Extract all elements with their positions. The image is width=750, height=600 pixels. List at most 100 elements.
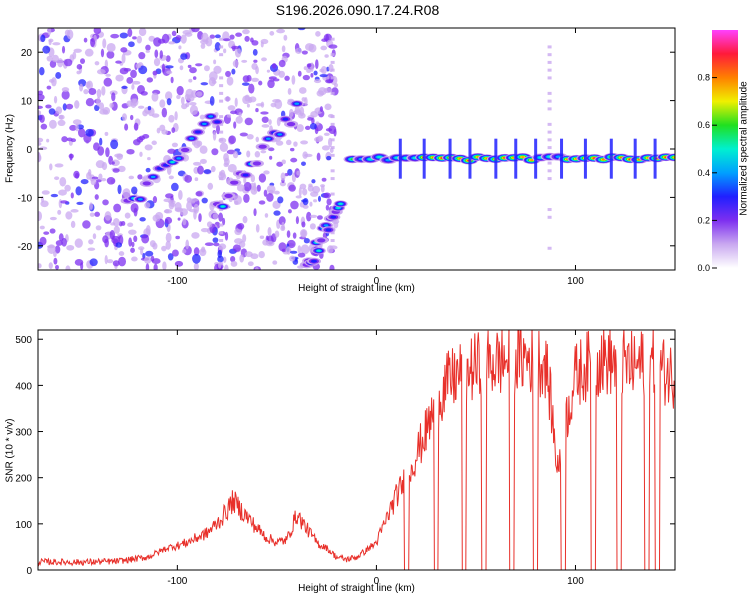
noise-cell xyxy=(165,232,172,243)
noise-cell xyxy=(328,44,338,49)
noise-cell xyxy=(115,74,124,82)
noise-cell xyxy=(276,161,284,167)
noise-cell xyxy=(324,54,329,58)
band-cell xyxy=(547,60,552,64)
signal-cell xyxy=(252,161,262,166)
signal-cell xyxy=(242,173,249,177)
noise-cell xyxy=(124,123,129,131)
noise-cell xyxy=(65,211,73,220)
noise-cell xyxy=(59,177,67,187)
noise-cell xyxy=(267,227,272,237)
noise-cell xyxy=(79,83,84,92)
signal-cell xyxy=(170,161,175,163)
noise-cell xyxy=(94,211,101,217)
noise-cell xyxy=(193,247,200,256)
noise-cell xyxy=(50,193,59,198)
noise-cell xyxy=(243,181,252,192)
noise-cell xyxy=(313,199,318,203)
noise-cell xyxy=(73,170,80,179)
noise-cell xyxy=(53,95,58,104)
noise-cell xyxy=(313,70,318,76)
noise-cell xyxy=(85,98,95,107)
noise-cell xyxy=(49,216,57,221)
noise-cell xyxy=(131,80,141,85)
noise-cell xyxy=(74,100,80,109)
noise-cell xyxy=(55,71,62,79)
noise-cell xyxy=(70,138,77,143)
noise-cell xyxy=(82,220,91,229)
noise-cell xyxy=(54,245,61,254)
snr-y-tick-label: 100 xyxy=(15,520,32,531)
noise-cell xyxy=(248,83,255,94)
noise-cell xyxy=(274,137,281,142)
noise-cell xyxy=(99,109,109,115)
noise-cell xyxy=(180,34,187,44)
noise-cell xyxy=(270,102,277,108)
band-cell xyxy=(330,231,335,235)
noise-cell xyxy=(285,139,292,146)
noise-cell xyxy=(218,212,224,222)
noise-cell xyxy=(242,29,250,35)
noise-cell xyxy=(199,158,207,164)
band-cell xyxy=(330,146,335,150)
signal-cell xyxy=(142,181,151,186)
noise-cell xyxy=(214,42,221,51)
band-cell xyxy=(219,177,224,181)
band-cell xyxy=(547,138,552,142)
signal-cell xyxy=(189,137,194,140)
noise-cell xyxy=(54,163,64,168)
noise-cell xyxy=(196,140,203,147)
noise-cell xyxy=(181,249,187,254)
noise-cell xyxy=(58,114,65,120)
noise-cell xyxy=(175,35,182,41)
band-cell xyxy=(330,138,335,142)
noise-cell xyxy=(211,80,217,85)
noise-cell xyxy=(152,242,158,250)
noise-cell xyxy=(112,260,120,267)
noise-cell xyxy=(236,184,245,192)
noise-cell xyxy=(85,128,94,137)
noise-cell xyxy=(246,103,250,108)
streak-cell xyxy=(560,138,564,179)
noise-cell xyxy=(290,157,298,163)
noise-cell xyxy=(165,240,171,250)
signal-cell xyxy=(258,144,267,149)
noise-cell xyxy=(161,33,170,44)
noise-cell xyxy=(239,254,245,263)
band-cell xyxy=(330,239,335,243)
noise-cell xyxy=(255,224,260,233)
streak-cell xyxy=(534,138,538,179)
noise-cell xyxy=(171,30,177,37)
noise-cell xyxy=(252,49,258,56)
noise-cell xyxy=(145,225,151,235)
noise-cell xyxy=(54,176,60,181)
noise-cell xyxy=(317,215,323,220)
noise-cell xyxy=(38,263,42,269)
noise-cell xyxy=(189,105,199,116)
noise-cell xyxy=(272,78,280,82)
noise-cell xyxy=(153,37,162,47)
noise-cell xyxy=(273,190,280,195)
noise-cell xyxy=(269,31,275,36)
noise-cell xyxy=(102,199,109,206)
noise-cell xyxy=(48,108,56,115)
noise-cell xyxy=(296,124,304,132)
noise-cell xyxy=(76,64,83,70)
spec-x-tick-label: -100 xyxy=(167,276,187,287)
noise-cell xyxy=(274,230,280,238)
noise-cell xyxy=(49,163,53,171)
noise-cell xyxy=(85,81,91,88)
noise-cell xyxy=(244,251,253,258)
noise-cell xyxy=(289,108,294,118)
band-cell xyxy=(547,76,552,80)
noise-cell xyxy=(109,102,114,108)
noise-cell xyxy=(228,135,236,145)
noise-cell xyxy=(234,228,242,236)
band-cell xyxy=(547,53,552,57)
noise-cell xyxy=(254,267,259,270)
noise-cell xyxy=(159,50,163,59)
signal-cell xyxy=(601,158,605,161)
noise-cell xyxy=(161,63,166,73)
noise-cell xyxy=(263,189,268,197)
noise-cell xyxy=(171,182,179,192)
